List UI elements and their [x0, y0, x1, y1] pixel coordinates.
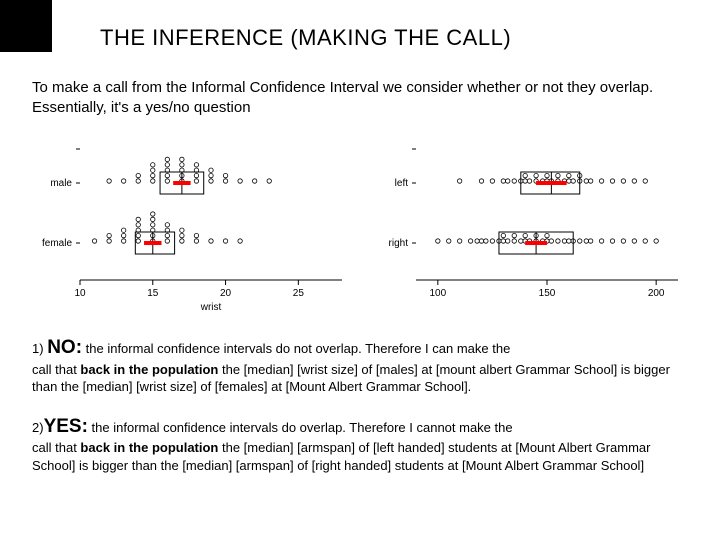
svg-text:150: 150 [539, 288, 556, 299]
answer-2-rest-pre: call that [32, 440, 80, 455]
svg-text:10: 10 [74, 288, 86, 299]
chart-left: 10 15 20 25 wrist male female [32, 135, 352, 320]
answer-2-bold: back in the population [80, 440, 218, 455]
svg-text:right: right [389, 238, 409, 249]
svg-text:15: 15 [147, 288, 159, 299]
chart-right: 100 150 200 left right [368, 135, 688, 320]
answer-2-tail: the informal confidence intervals do ove… [92, 420, 513, 435]
answer-1-tail: the informal confidence intervals do not… [86, 341, 511, 356]
answer-2-num: 2) [32, 420, 44, 435]
svg-text:200: 200 [648, 288, 665, 299]
svg-text:left: left [395, 178, 409, 189]
corner-block [0, 0, 52, 52]
charts-row: 10 15 20 25 wrist male female 100 150 200 left rig… [32, 135, 688, 320]
svg-text:wrist: wrist [200, 302, 222, 313]
svg-text:male: male [50, 178, 72, 189]
svg-text:25: 25 [293, 288, 305, 299]
svg-text:100: 100 [429, 288, 446, 299]
answer-1-rest-pre: call that [32, 362, 80, 377]
answer-2-word: YES: [44, 416, 88, 437]
answer-yes: 2)YES: the informal confidence intervals… [32, 414, 688, 475]
answer-1-word: NO: [47, 337, 82, 358]
answer-no: 1) NO: the informal confidence intervals… [32, 335, 688, 396]
answer-1-num: 1) [32, 341, 44, 356]
page-title: THE INFERENCE (MAKING THE CALL) [100, 25, 511, 51]
svg-text:female: female [42, 238, 72, 249]
intro-text: To make a call from the Informal Confide… [32, 78, 688, 119]
answer-1-bold: back in the population [80, 362, 218, 377]
answers: 1) NO: the informal confidence intervals… [32, 335, 688, 492]
svg-text:20: 20 [220, 288, 232, 299]
